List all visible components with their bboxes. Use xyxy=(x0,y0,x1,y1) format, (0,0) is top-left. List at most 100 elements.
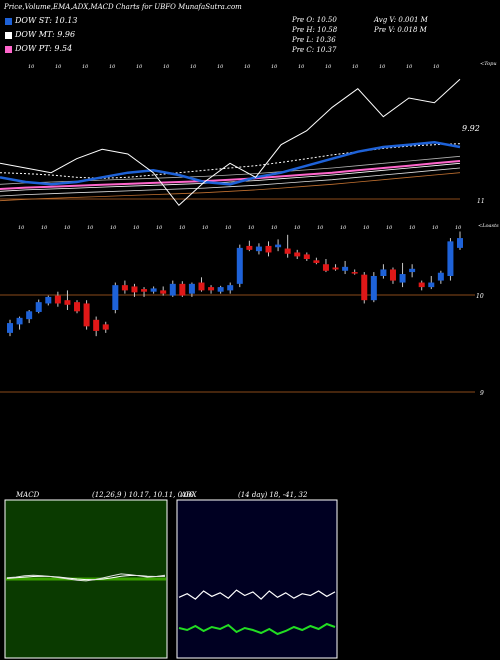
price-label-9: 9 xyxy=(480,390,484,397)
ema-top-mark: 10 xyxy=(163,64,170,70)
candle-up xyxy=(16,317,23,325)
ema-corner-label: <Topu xyxy=(480,61,497,67)
quote-low: Pre L: 10.36 xyxy=(292,36,336,44)
ema-top-mark: 10 xyxy=(28,64,35,70)
price-corner-label: <Loasts xyxy=(478,223,499,229)
candle-down xyxy=(313,260,320,263)
chart-title: Price,Volume,EMA,ADX,MACD Charts for UBF… xyxy=(4,3,242,11)
legend-swatch-mt xyxy=(5,32,12,39)
quote-open: Pre O: 10.50 xyxy=(292,16,337,24)
ema-top-mark: 10 xyxy=(55,64,62,70)
candle-up xyxy=(275,244,282,248)
candle-down xyxy=(160,290,167,294)
candle-up xyxy=(26,311,33,320)
candle-up xyxy=(227,285,234,291)
price-top-mark: 10 xyxy=(225,225,232,231)
candle-up xyxy=(7,323,13,333)
candle-up xyxy=(437,272,444,281)
ema-top-mark: 10 xyxy=(406,64,413,70)
price-label-10: 10 xyxy=(476,293,484,300)
ema-top-mark: 10 xyxy=(136,64,143,70)
ema-top-mark: 10 xyxy=(325,64,332,70)
price-top-mark: 10 xyxy=(87,225,94,231)
ema-pt-line xyxy=(0,160,461,190)
price-top-mark: 10 xyxy=(294,225,301,231)
ema-top-mark: 10 xyxy=(244,64,251,70)
price-top-mark: 10 xyxy=(202,225,209,231)
ema-top-mark: 10 xyxy=(352,64,359,70)
candle-down xyxy=(54,295,61,304)
candle-up xyxy=(342,266,349,271)
ema-top-mark: 10 xyxy=(82,64,89,70)
adx-line-green xyxy=(178,622,336,636)
adx-panel-bg xyxy=(176,499,338,659)
candle-down xyxy=(246,245,253,250)
ema-price-line xyxy=(0,78,461,207)
ema-top-mark: 10 xyxy=(190,64,197,70)
candle-down xyxy=(303,254,310,259)
candle-up xyxy=(188,283,195,294)
price-top-mark: 10 xyxy=(64,225,71,231)
candle-up xyxy=(428,282,435,288)
candle-down xyxy=(102,324,109,330)
ema-band-line-1 xyxy=(0,167,461,197)
quote-high: Pre H: 10.58 xyxy=(292,26,338,34)
candle-down xyxy=(284,248,291,254)
candle-down xyxy=(74,302,81,312)
price-top-mark: 10 xyxy=(271,225,278,231)
price-top-mark: 10 xyxy=(340,225,347,231)
candle-down xyxy=(141,289,148,292)
ema-st-line xyxy=(0,141,461,186)
ema-ref-label: 11 xyxy=(477,198,485,205)
candle-down xyxy=(93,319,100,331)
price-top-mark: 10 xyxy=(455,225,462,231)
candle-down xyxy=(83,303,90,327)
price-top-mark: 10 xyxy=(110,225,117,231)
price-top-mark: 10 xyxy=(432,225,439,231)
candle-up xyxy=(45,296,52,304)
candle-down xyxy=(322,264,329,271)
candle-down xyxy=(389,269,396,281)
candle-down xyxy=(265,245,272,253)
ema-top-mark: 10 xyxy=(271,64,278,70)
legend-label-mt: DOW MT: 9.96 xyxy=(15,30,76,39)
quote-close: Pre C: 10.37 xyxy=(292,46,337,54)
candle-up xyxy=(255,246,262,252)
candle-down xyxy=(64,300,71,305)
adx-params: (14 day) 18, -41, 32 xyxy=(238,491,308,499)
candle-down xyxy=(418,282,425,288)
ema-top-mark: 10 xyxy=(433,64,440,70)
candle-up xyxy=(447,241,454,276)
ema-band-line-2 xyxy=(0,162,461,192)
ema-top-mark: 10 xyxy=(217,64,224,70)
candle-up xyxy=(35,302,42,312)
price-top-mark: 10 xyxy=(179,225,186,231)
macd-label: MACD xyxy=(16,491,40,499)
candle-down xyxy=(294,252,301,257)
candle-up xyxy=(409,268,416,273)
candle-down xyxy=(361,274,368,301)
candle-up xyxy=(457,238,463,248)
candle-down xyxy=(121,285,128,291)
price-top-mark: 10 xyxy=(18,225,25,231)
candle-down xyxy=(179,283,186,296)
candle-down xyxy=(351,272,358,274)
adx-line-white xyxy=(178,589,336,600)
price-top-mark: 10 xyxy=(363,225,370,231)
legend-swatch-st xyxy=(5,18,12,25)
ema-band-line-0 xyxy=(0,172,461,202)
price-top-mark: 10 xyxy=(248,225,255,231)
price-top-mark: 10 xyxy=(409,225,416,231)
candle-up xyxy=(399,274,406,283)
candle-up xyxy=(169,283,176,296)
candle-up xyxy=(380,269,387,276)
ema-top-mark: 10 xyxy=(379,64,386,70)
legend-label-pt: DOW PT: 9.54 xyxy=(15,44,73,53)
quote-pre-volume: Pre V: 0.018 M xyxy=(374,26,427,34)
quote-avg-volume: Avg V: 0.001 M xyxy=(374,16,428,24)
macd-params: (12,26,9 ) 10.17, 10.11, 0.06 xyxy=(92,491,194,499)
candle-up xyxy=(217,287,224,292)
candle-up xyxy=(150,288,157,292)
adx-label: ADX xyxy=(181,491,197,499)
